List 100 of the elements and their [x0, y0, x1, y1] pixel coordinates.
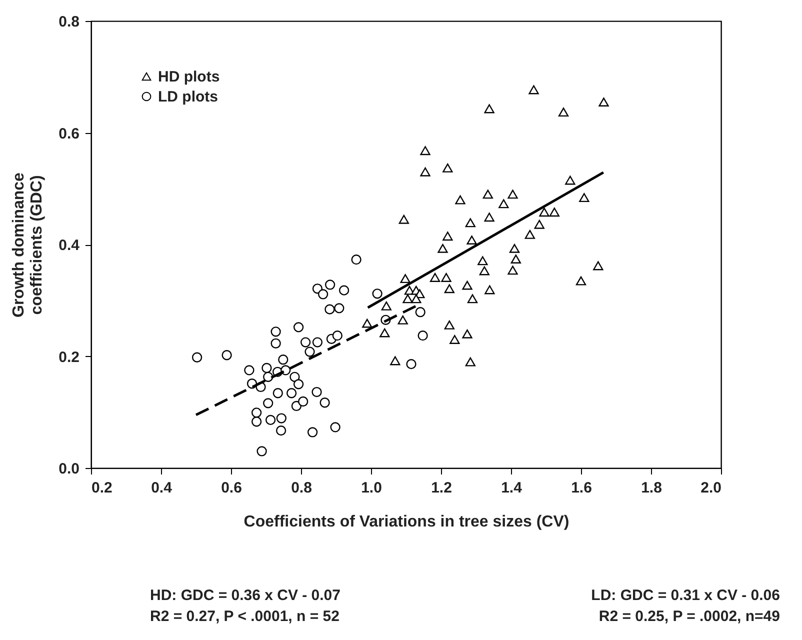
- point: [380, 328, 390, 338]
- x-tick-label: 1.0: [361, 480, 382, 496]
- point: [462, 329, 472, 338]
- point: [265, 414, 276, 426]
- point: [312, 386, 322, 398]
- point: [192, 352, 202, 362]
- point: [411, 294, 422, 304]
- point: [351, 254, 362, 265]
- x-tick-label: 0.4: [151, 480, 173, 496]
- point: [293, 379, 304, 390]
- text: LD: GDC = 0.31 x CV - 0.06: [591, 586, 780, 606]
- point: [508, 190, 518, 199]
- x-tick-label: 0.2: [92, 480, 112, 496]
- point: [272, 388, 283, 398]
- point: [508, 266, 518, 275]
- point: [442, 232, 453, 241]
- point: [300, 337, 311, 348]
- point: [402, 294, 413, 304]
- text: R2 = 0.25, P = .0002, n=49: [598, 607, 780, 627]
- point: [415, 307, 426, 318]
- point: [263, 372, 274, 382]
- point: [318, 289, 328, 300]
- point: [484, 104, 494, 114]
- point: [406, 359, 416, 370]
- y-axis-title: Growth dominance coefficients (GDC): [10, 172, 46, 318]
- y-tick-label: 0.6: [58, 125, 80, 142]
- point: [251, 416, 262, 427]
- point: [286, 388, 297, 398]
- point: [276, 426, 286, 436]
- y-tick-label: 0.0: [58, 460, 80, 478]
- x-tick-label: 0.8: [291, 480, 312, 496]
- point: [467, 294, 478, 304]
- point: [438, 244, 448, 253]
- point: [558, 108, 569, 117]
- text: HD: GDC = 0.36 x CV - 0.07: [150, 586, 340, 606]
- x-tick-label: 1.8: [641, 480, 662, 496]
- point: [534, 220, 544, 229]
- point: [482, 190, 493, 199]
- legend-label: HD plots: [158, 68, 220, 86]
- point: [465, 357, 476, 366]
- x-axis-title: Coefficients of Variations in tree sizes (CV): [244, 514, 570, 530]
- point: [290, 372, 300, 382]
- point: [304, 346, 315, 357]
- point: [398, 214, 409, 224]
- point: [278, 354, 288, 365]
- x-tick-label: 1.6: [571, 480, 592, 496]
- point: [565, 176, 576, 185]
- point: [430, 272, 440, 282]
- point: [509, 244, 520, 253]
- point: [598, 98, 609, 106]
- point: [528, 85, 539, 94]
- point: [270, 326, 281, 337]
- point: [324, 280, 336, 290]
- point: [510, 254, 521, 264]
- point: [330, 422, 340, 432]
- point: [362, 318, 372, 328]
- point: [539, 208, 550, 217]
- point: [576, 276, 586, 286]
- point: [381, 301, 392, 310]
- point: [579, 193, 590, 202]
- point: [444, 284, 454, 294]
- point: [334, 303, 344, 314]
- point: [320, 398, 330, 408]
- point: [312, 337, 323, 348]
- point: [332, 330, 342, 341]
- point: [524, 230, 535, 239]
- legend-label: LD plots: [158, 88, 218, 106]
- point: [298, 396, 308, 407]
- y-tick-label: 0.4: [58, 237, 80, 254]
- point: [222, 350, 232, 360]
- point: [262, 362, 272, 374]
- text: R2 = 0.27, P < .0001, n = 52: [150, 607, 340, 627]
- point: [420, 167, 430, 176]
- point: [256, 446, 267, 456]
- point: [263, 398, 274, 408]
- point: [444, 320, 454, 330]
- point: [466, 236, 477, 245]
- point: [338, 285, 350, 296]
- point: [251, 408, 262, 418]
- point: [398, 315, 408, 324]
- point: [441, 272, 452, 282]
- point: [418, 330, 428, 341]
- point: [442, 163, 453, 172]
- point: [484, 212, 494, 222]
- point: [400, 274, 410, 284]
- point: [390, 356, 400, 366]
- point: [372, 288, 382, 299]
- point: [270, 338, 281, 348]
- x-tick-label: 1.2: [431, 480, 452, 496]
- point: [244, 365, 254, 376]
- point: [420, 146, 430, 156]
- point: [276, 413, 286, 424]
- point: [549, 208, 560, 217]
- y-tick-label: 0.8: [58, 14, 80, 30]
- y-tick-label: 0.2: [58, 348, 80, 366]
- point: [478, 256, 488, 266]
- point: [465, 218, 476, 228]
- point: [293, 322, 304, 332]
- point: [484, 285, 495, 294]
- point: [479, 266, 490, 276]
